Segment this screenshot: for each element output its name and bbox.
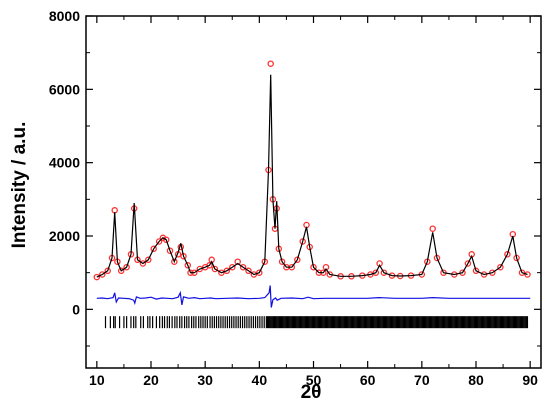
observed-point (464, 260, 472, 267)
y-axis-title: Intensity / a.u. (9, 122, 30, 249)
observed-point (234, 258, 241, 265)
difference-curve-group (96, 285, 531, 308)
observed-point (239, 263, 247, 271)
x-tick-label: 80 (468, 372, 484, 388)
observed-points-group (93, 60, 531, 281)
observed-point (380, 269, 388, 276)
plot-frame (85, 15, 542, 369)
calculated-curve-group (96, 74, 528, 278)
x-axis-title: 2θ (301, 382, 322, 403)
y-tick-label: 8000 (49, 8, 80, 24)
observed-point (211, 265, 219, 273)
observed-point (166, 247, 174, 254)
observed-point (472, 267, 480, 275)
x-tick-label: 70 (414, 372, 430, 388)
observed-point (111, 207, 118, 214)
observed-point (162, 236, 170, 243)
observed-point (250, 271, 258, 278)
y-tick-label: 2000 (49, 228, 80, 244)
observed-point (150, 245, 157, 253)
x-tick-label: 60 (360, 372, 376, 388)
x-tick-label: 40 (252, 372, 268, 388)
x-tick-label: 90 (522, 372, 538, 388)
axis-ticks: 10 20 30 40 50 60 70 80 90 0 2000 4000 6000 8000 (49, 8, 541, 388)
observed-point (245, 267, 252, 275)
observed-point (278, 258, 286, 265)
observed-point (256, 269, 263, 276)
observed-point (99, 271, 106, 278)
observed-point (206, 262, 213, 269)
observed-point (171, 258, 178, 265)
y-tick-label: 4000 (49, 155, 80, 171)
observed-point (518, 269, 526, 276)
x-tick-label: 50 (306, 372, 322, 388)
observed-point (524, 271, 531, 278)
observed-point (218, 269, 225, 276)
observed-point (497, 263, 504, 271)
plot-border (85, 15, 542, 369)
x-tick-label: 20 (143, 372, 159, 388)
observed-point (223, 267, 231, 275)
observed-point (184, 262, 192, 269)
observed-point (429, 225, 436, 232)
y-tick-label: 6000 (49, 81, 80, 97)
observed-point (196, 265, 204, 273)
observed-point (372, 269, 380, 276)
observed-point (504, 251, 511, 258)
observed-point (299, 238, 306, 245)
difference-curve (96, 285, 531, 308)
x-tick-label: 30 (197, 372, 213, 388)
observed-point (229, 263, 236, 271)
calculated-curve (96, 74, 528, 278)
observed-point (104, 267, 111, 275)
reflection-markers (104, 316, 529, 329)
observed-point (267, 60, 274, 67)
observed-point (123, 263, 130, 271)
observed-point (294, 256, 301, 264)
observed-point (117, 267, 125, 275)
observed-point (93, 273, 101, 281)
observed-point (145, 256, 152, 264)
y-tick-label: 0 (72, 301, 80, 317)
observed-point (139, 260, 147, 267)
x-tick-label: 10 (89, 372, 105, 388)
observed-point (155, 238, 163, 245)
